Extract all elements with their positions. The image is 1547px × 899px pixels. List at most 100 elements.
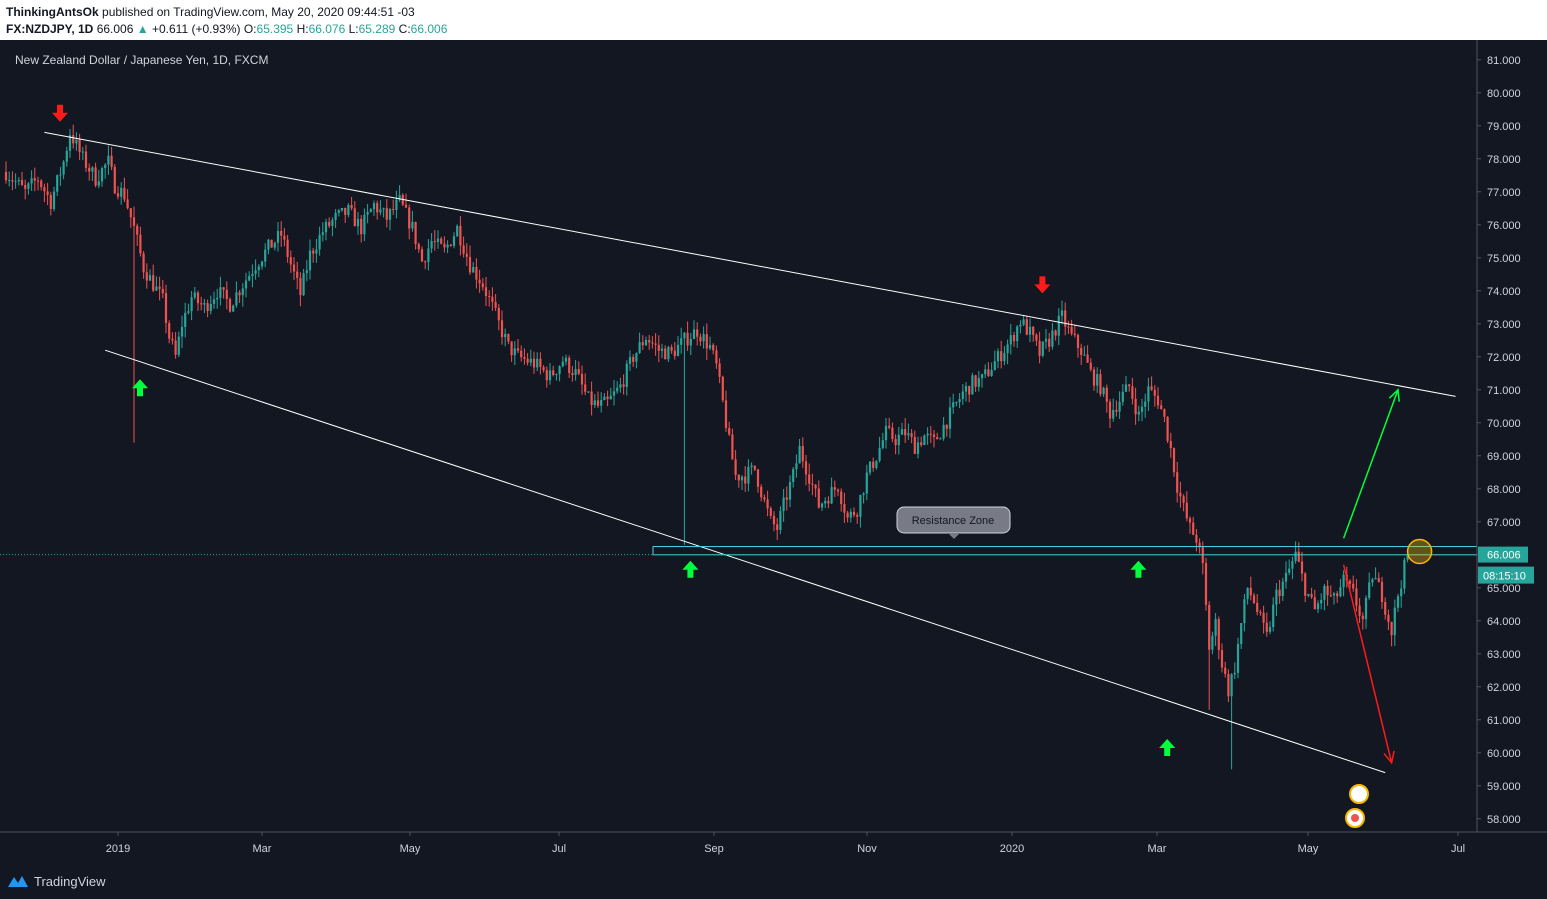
low-label: L:	[348, 22, 359, 36]
candle-body	[270, 239, 273, 248]
candle-body	[1291, 561, 1294, 569]
projection-bearish-head	[1383, 750, 1395, 765]
y-tick-label: 71.000	[1487, 385, 1521, 397]
candle-body	[955, 402, 958, 404]
candle-body	[859, 495, 862, 517]
candle-body	[248, 276, 251, 281]
candle-body	[939, 438, 942, 440]
candle-body	[142, 253, 145, 273]
candle-body	[1099, 374, 1102, 395]
candle-body	[1214, 619, 1217, 636]
candle-body	[68, 135, 72, 151]
candle-body	[254, 270, 257, 274]
candle-body	[305, 270, 308, 274]
candle-body	[360, 218, 363, 235]
candle-body	[712, 344, 715, 351]
event-flag-icon[interactable]	[1349, 784, 1369, 804]
candle-body	[1316, 603, 1320, 610]
candle-body	[296, 271, 299, 278]
y-tick-label: 59.000	[1487, 781, 1521, 793]
candle-body	[459, 225, 462, 246]
y-tick-label: 80.000	[1487, 88, 1521, 100]
candle-body	[94, 167, 97, 186]
candle-body	[494, 302, 497, 308]
candle-body	[404, 204, 408, 208]
x-tick-label: May	[1298, 843, 1319, 855]
candle-body	[392, 209, 395, 211]
candle-body	[257, 266, 260, 271]
candle-body	[369, 209, 372, 212]
candle-body	[552, 370, 555, 375]
candle-body	[824, 500, 827, 504]
candle-body	[952, 402, 955, 408]
candle-body	[190, 297, 193, 312]
candle-body	[417, 244, 420, 250]
candle-body	[1067, 326, 1070, 328]
candle-body	[1096, 374, 1099, 386]
candle-body	[872, 461, 875, 468]
candle-body	[779, 511, 782, 530]
candle-body	[1092, 369, 1096, 386]
candle-body	[302, 273, 305, 296]
candle-body	[532, 358, 536, 368]
candle-body	[520, 350, 523, 358]
publication-header: ThinkingAntsOk published on TradingView.…	[0, 0, 1547, 40]
candle-body	[46, 191, 49, 195]
candle-body	[164, 293, 168, 324]
candle-body	[811, 483, 814, 485]
candle-body	[440, 238, 443, 244]
candle-body	[180, 326, 184, 337]
published-info: published on TradingView.com, May 20, 20…	[102, 5, 415, 19]
author-name[interactable]: ThinkingAntsOk	[6, 5, 99, 19]
candle-body	[1128, 384, 1131, 387]
y-tick-label: 63.000	[1487, 649, 1521, 661]
candle-body	[161, 288, 164, 294]
up-arrow-marker-icon	[682, 560, 699, 578]
candle-body	[1102, 387, 1105, 395]
trendline-upper	[44, 131, 1456, 397]
candle-body	[286, 239, 289, 258]
candle-body	[363, 214, 366, 235]
candle-body	[500, 320, 504, 338]
candle-body	[548, 370, 552, 381]
candle-body	[1332, 593, 1336, 596]
x-tick-label: Jul	[552, 843, 566, 855]
candle-body	[968, 386, 971, 395]
candle-body	[993, 361, 996, 371]
candle-body	[465, 253, 468, 257]
candle-body	[267, 239, 270, 250]
candle-body	[936, 437, 939, 440]
candle-body	[1352, 583, 1355, 589]
candle-body	[315, 249, 318, 254]
candle-body	[177, 336, 180, 355]
candle-body	[852, 511, 856, 516]
candle-body	[200, 303, 203, 305]
chart-title: New Zealand Dollar / Japanese Yen, 1D, F…	[15, 53, 268, 67]
candle-body	[1233, 672, 1236, 675]
candle-body	[673, 350, 676, 357]
candle-body	[1182, 496, 1185, 503]
candle-body	[481, 283, 484, 288]
candle-body	[52, 191, 56, 209]
candle-body	[1112, 409, 1115, 419]
price-chart[interactable]: New Zealand Dollar / Japanese Yen, 1D, F…	[0, 40, 1547, 862]
candle-body	[219, 287, 222, 298]
y-tick-label: 65.000	[1487, 583, 1521, 595]
candle-body	[1080, 347, 1083, 355]
candle-body	[475, 266, 478, 280]
candle-body	[920, 442, 923, 445]
candle-body	[1236, 643, 1240, 673]
candle-body	[1121, 391, 1124, 402]
candle-body	[344, 207, 347, 215]
candle-body	[414, 221, 417, 245]
candle-body	[241, 288, 244, 296]
candle-body	[126, 199, 129, 209]
candle-body	[926, 433, 929, 436]
candle-body	[731, 434, 734, 460]
x-tick-label: Jul	[1451, 843, 1465, 855]
candle-body	[708, 344, 712, 349]
candle-body	[337, 210, 340, 213]
candle-body	[1390, 621, 1393, 636]
footer-brand[interactable]: TradingView	[34, 874, 106, 889]
candle-body	[331, 220, 334, 226]
